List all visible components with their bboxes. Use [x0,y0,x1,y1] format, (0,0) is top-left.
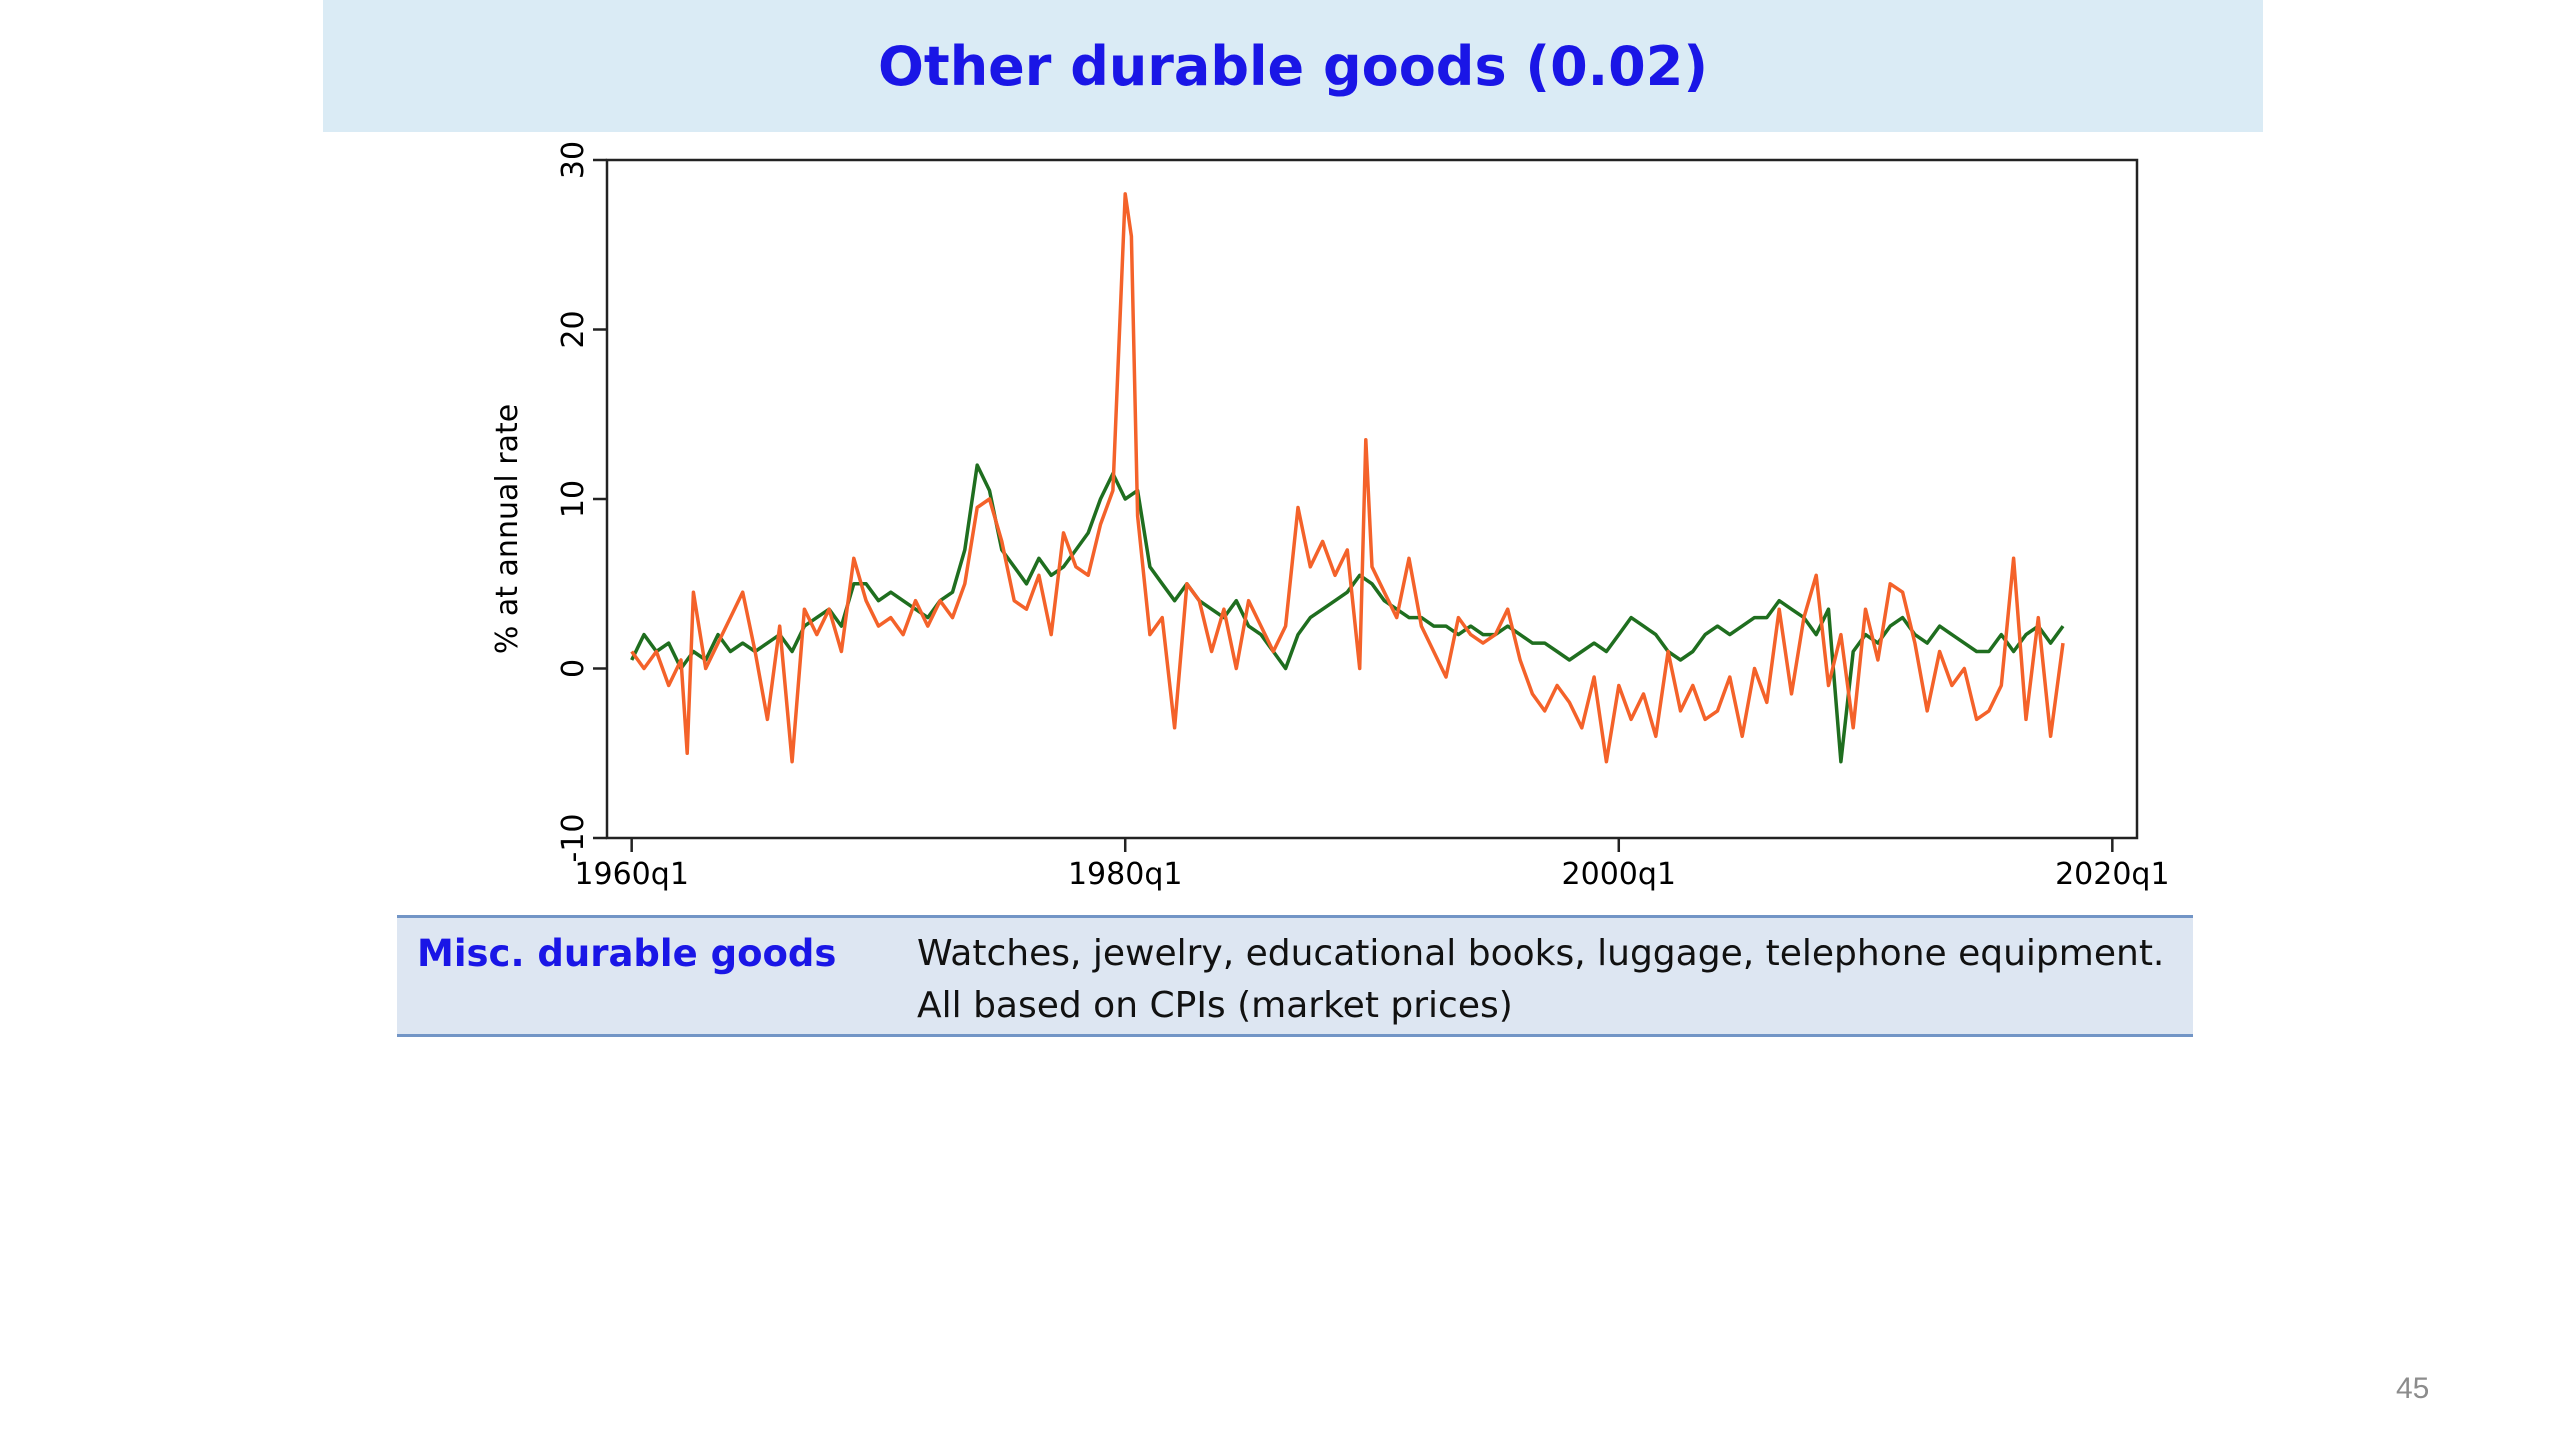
x-axis: 1960q1 1980q1 2000q1 2020q1 [574,838,2170,892]
series-line-2 [630,192,2065,764]
x-tick-label: 1960q1 [574,857,688,892]
line-chart: -10 0 10 20 30 1960q1 1980q1 2000q1 2020q1 % at… [490,141,2170,892]
row-description-line-2: All based on CPIs (market prices) [917,985,1513,1026]
x-tick-label: 2020q1 [2055,857,2169,892]
y-tick-label: 20 [556,310,591,348]
y-tick-label: 10 [556,480,591,518]
plot-frame [605,158,2139,840]
y-tick-label: -10 [556,814,591,863]
y-tick-label: 30 [556,141,591,179]
title-banner: Other durable goods (0.02) [323,0,2263,132]
y-axis-label: % at annual rate [490,404,525,654]
y-tick-label: 0 [556,659,591,678]
slide-title: Other durable goods (0.02) [877,34,1708,98]
x-tick-label: 1980q1 [1068,857,1182,892]
row-description: Watches, jewelry, educational books, lug… [917,928,2164,1032]
row-label: Misc. durable goods [417,932,837,975]
row-description-line-1: Watches, jewelry, educational books, lug… [917,933,2165,974]
x-tick-label: 2000q1 [1562,857,1676,892]
y-axis: -10 0 10 20 30 [556,141,607,863]
page-number: 45 [2396,1372,2430,1405]
series-line-1 [630,463,2065,764]
series-layer [630,192,2065,764]
info-table: Misc. durable goods Watches, jewelry, ed… [397,915,2193,1037]
